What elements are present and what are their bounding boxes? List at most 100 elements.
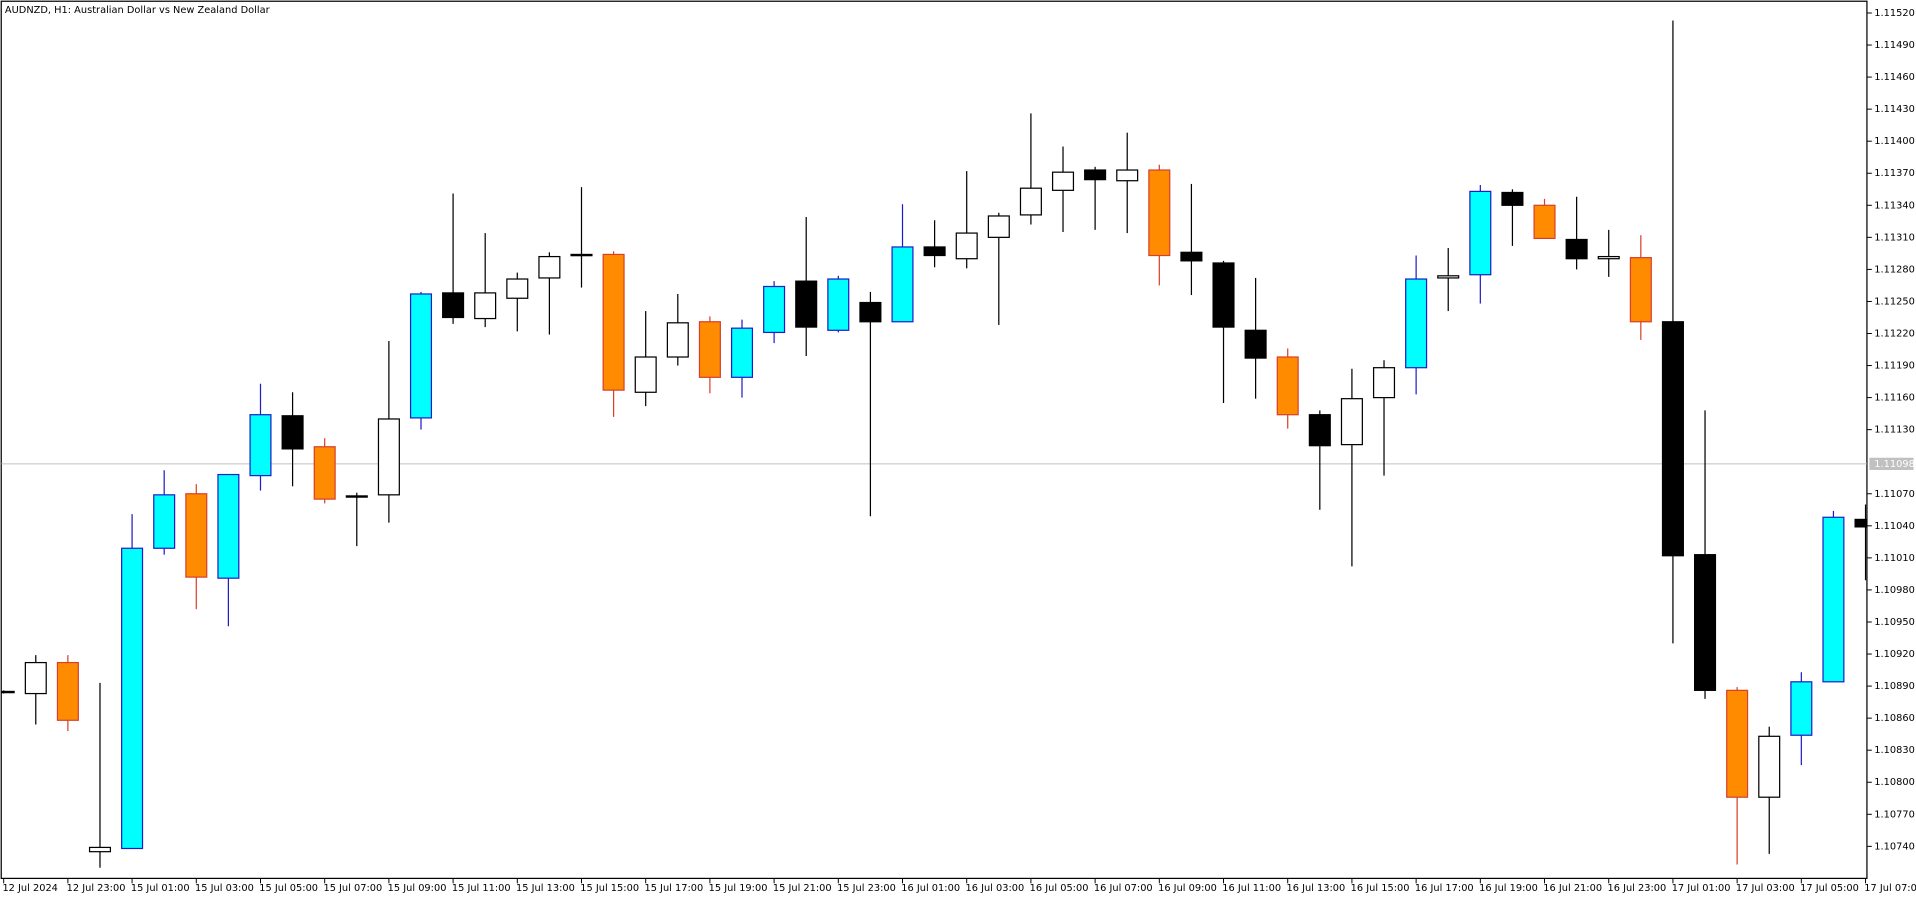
y-tick-label: 1.11340 bbox=[1874, 200, 1915, 211]
candle-body bbox=[570, 253, 593, 257]
candle-body bbox=[538, 255, 561, 279]
x-tick-label: 16 Jul 05:00 bbox=[1030, 883, 1089, 894]
x-tick-label: 16 Jul 21:00 bbox=[1543, 883, 1602, 894]
x-tick-label: 16 Jul 09:00 bbox=[1158, 883, 1217, 894]
x-tick-label: 15 Jul 11:00 bbox=[452, 883, 511, 894]
y-tick-label: 1.10950 bbox=[1874, 617, 1915, 628]
y-tick-label: 1.11370 bbox=[1874, 168, 1915, 179]
candle-body bbox=[1, 690, 15, 694]
y-tick-label: 1.11520 bbox=[1874, 8, 1915, 19]
candle-body bbox=[249, 414, 272, 477]
candle-body bbox=[313, 446, 336, 500]
candle-body bbox=[88, 846, 112, 853]
candle-body bbox=[1437, 275, 1460, 279]
candle-body bbox=[56, 661, 79, 721]
candle-body bbox=[602, 253, 625, 391]
x-tick-label: 15 Jul 23:00 bbox=[837, 883, 896, 894]
x-tick-label: 12 Jul 23:00 bbox=[67, 883, 126, 894]
candle-body bbox=[1180, 251, 1203, 262]
y-tick-label: 1.10740 bbox=[1874, 841, 1915, 852]
x-tick-label: 15 Jul 19:00 bbox=[709, 883, 768, 894]
candle-body bbox=[1019, 187, 1042, 216]
y-tick-label: 1.11250 bbox=[1874, 296, 1915, 307]
candle-body bbox=[955, 232, 978, 260]
x-tick-label: 16 Jul 19:00 bbox=[1479, 883, 1538, 894]
y-tick-label: 1.10770 bbox=[1874, 809, 1915, 820]
y-tick-label: 1.11160 bbox=[1874, 393, 1915, 404]
x-tick-label: 15 Jul 01:00 bbox=[131, 883, 190, 894]
x-tick-label: 16 Jul 17:00 bbox=[1415, 883, 1474, 894]
plot-area bbox=[1, 20, 1867, 868]
x-tick-label: 17 Jul 05:00 bbox=[1800, 883, 1859, 894]
x-tick-label: 16 Jul 07:00 bbox=[1094, 883, 1153, 894]
candle-body bbox=[1244, 329, 1267, 359]
y-tick-label: 1.11310 bbox=[1874, 232, 1915, 243]
candle-body bbox=[1790, 681, 1813, 736]
candle-body bbox=[923, 246, 946, 257]
x-tick-label: 15 Jul 15:00 bbox=[580, 883, 639, 894]
price-label: 1.11098 bbox=[1874, 459, 1915, 470]
candle-body bbox=[987, 215, 1010, 238]
y-tick-label: 1.11010 bbox=[1874, 553, 1915, 564]
candle-body bbox=[1726, 689, 1749, 798]
candle-body bbox=[1501, 191, 1524, 206]
x-tick-label: 17 Jul 03:00 bbox=[1736, 883, 1795, 894]
candle-body bbox=[24, 661, 47, 695]
x-tick-label: 15 Jul 17:00 bbox=[644, 883, 703, 894]
y-tick-label: 1.11040 bbox=[1874, 521, 1915, 532]
candle-body bbox=[1854, 518, 1867, 528]
x-tick-label: 16 Jul 15:00 bbox=[1351, 883, 1410, 894]
candle-body bbox=[345, 495, 368, 498]
candle-body bbox=[827, 278, 850, 331]
candle-body bbox=[474, 292, 497, 320]
y-tick-label: 1.10830 bbox=[1874, 745, 1915, 756]
x-tick-label: 15 Jul 13:00 bbox=[516, 883, 575, 894]
candle-body bbox=[217, 473, 240, 579]
candle-body bbox=[1084, 169, 1107, 181]
candle-body bbox=[409, 293, 433, 419]
x-tick-label: 17 Jul 01:00 bbox=[1672, 883, 1731, 894]
x-tick-label: 15 Jul 03:00 bbox=[195, 883, 254, 894]
candle-body bbox=[1533, 204, 1556, 240]
x-tick-label: 15 Jul 21:00 bbox=[773, 883, 832, 894]
candle-body bbox=[1148, 169, 1171, 257]
candle-body bbox=[1276, 356, 1299, 416]
candle-body bbox=[795, 280, 818, 328]
candle-body bbox=[185, 493, 208, 578]
candle-body bbox=[698, 321, 721, 378]
candle-body bbox=[1372, 367, 1396, 399]
x-tick-label: 16 Jul 23:00 bbox=[1608, 883, 1667, 894]
candle-body bbox=[442, 292, 465, 319]
candle-body bbox=[1469, 190, 1492, 276]
candle-body bbox=[1629, 257, 1652, 323]
candle-body bbox=[1051, 171, 1075, 191]
candle-body bbox=[506, 278, 529, 299]
y-tick-label: 1.11280 bbox=[1874, 264, 1915, 275]
y-tick-label: 1.11430 bbox=[1874, 104, 1915, 115]
candle-body bbox=[1116, 169, 1139, 182]
y-tick-label: 1.10800 bbox=[1874, 777, 1915, 788]
y-tick-label: 1.11220 bbox=[1874, 329, 1915, 340]
x-tick-label: 15 Jul 09:00 bbox=[388, 883, 447, 894]
candle-body bbox=[634, 356, 657, 393]
candle-body bbox=[281, 415, 304, 450]
candle-body bbox=[153, 494, 176, 549]
y-tick-label: 1.11490 bbox=[1874, 40, 1915, 51]
candle-body bbox=[1822, 516, 1845, 683]
candle-body bbox=[1405, 278, 1428, 369]
candle-body bbox=[1212, 262, 1235, 328]
candle-body bbox=[859, 301, 882, 323]
price-label-bg bbox=[1869, 457, 1914, 470]
chart-title: AUDNZD, H1: Australian Dollar vs New Zea… bbox=[5, 5, 271, 16]
y-tick-label: 1.11190 bbox=[1874, 361, 1915, 372]
x-tick-label: 12 Jul 2024 bbox=[2, 883, 57, 894]
y-tick-label: 1.11400 bbox=[1874, 136, 1915, 147]
candle-body bbox=[666, 322, 689, 358]
candle-body bbox=[377, 418, 400, 496]
y-tick-label: 1.10920 bbox=[1874, 649, 1915, 660]
x-tick-label: 15 Jul 07:00 bbox=[323, 883, 382, 894]
candle-body bbox=[1661, 321, 1684, 557]
candle-body bbox=[1565, 238, 1588, 260]
candle-body bbox=[121, 547, 144, 850]
x-tick-label: 16 Jul 11:00 bbox=[1222, 883, 1281, 894]
